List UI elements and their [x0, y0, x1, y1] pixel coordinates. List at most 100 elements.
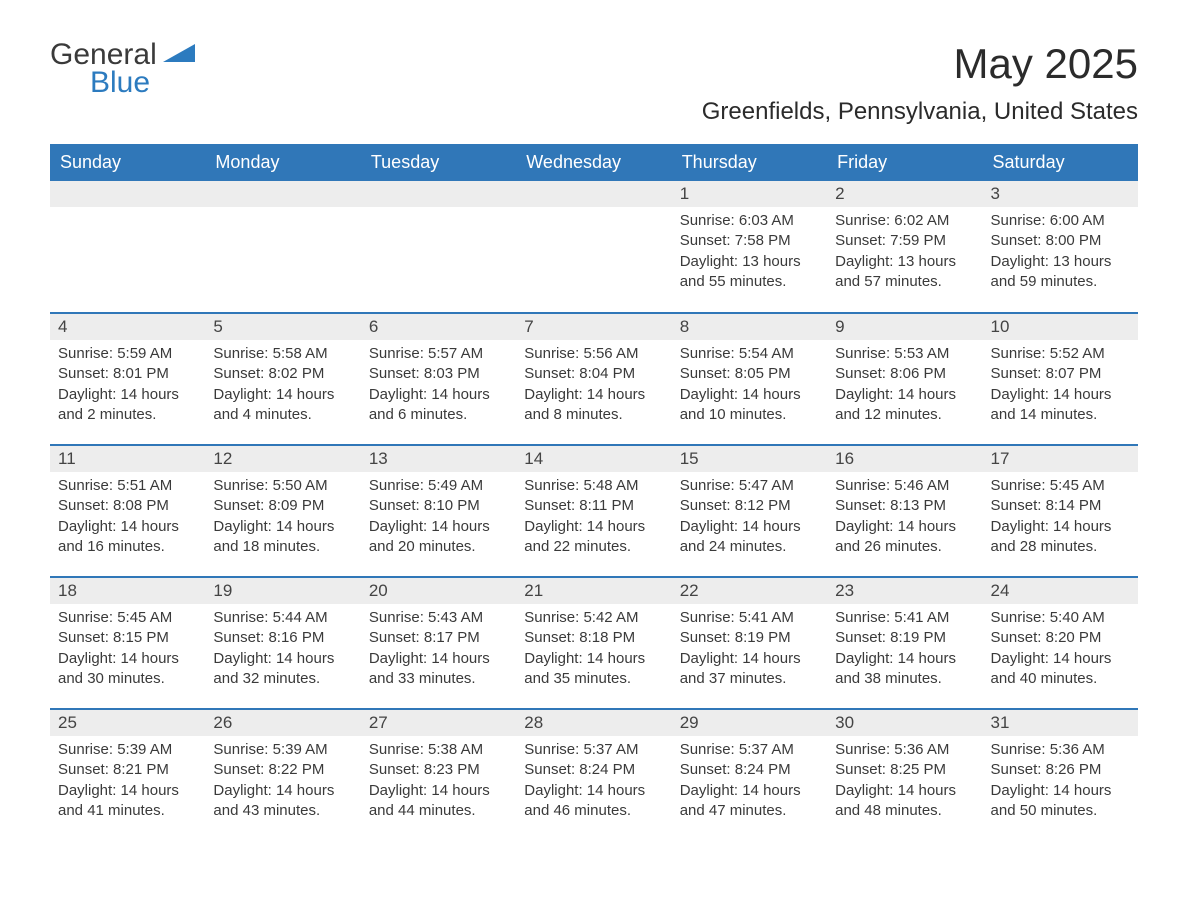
day-header: Saturday	[983, 144, 1138, 181]
page-header: General Blue May 2025 Greenfields, Penns…	[50, 40, 1138, 126]
day-data	[516, 207, 671, 287]
day-header: Wednesday	[516, 144, 671, 181]
sunrise-text: Sunrise: 5:39 AM	[58, 740, 197, 760]
day-number: 3	[983, 181, 1138, 207]
day-number: 22	[672, 578, 827, 604]
daylight-text: Daylight: 14 hours and 12 minutes.	[835, 385, 974, 426]
sunset-text: Sunset: 8:16 PM	[213, 628, 352, 648]
daylight-text: Daylight: 14 hours and 8 minutes.	[524, 385, 663, 426]
day-data: Sunrise: 5:39 AMSunset: 8:21 PMDaylight:…	[50, 736, 205, 829]
calendar-day-cell: 18Sunrise: 5:45 AMSunset: 8:15 PMDayligh…	[50, 577, 205, 709]
day-number: 15	[672, 446, 827, 472]
daylight-text: Daylight: 14 hours and 33 minutes.	[369, 649, 508, 690]
sunrise-text: Sunrise: 5:36 AM	[835, 740, 974, 760]
month-title: May 2025	[702, 40, 1138, 88]
calendar-day-cell: 6Sunrise: 5:57 AMSunset: 8:03 PMDaylight…	[361, 313, 516, 445]
daylight-text: Daylight: 14 hours and 48 minutes.	[835, 781, 974, 822]
sunset-text: Sunset: 8:04 PM	[524, 364, 663, 384]
sunrise-text: Sunrise: 5:40 AM	[991, 608, 1130, 628]
sunrise-text: Sunrise: 5:54 AM	[680, 344, 819, 364]
day-header-row: Sunday Monday Tuesday Wednesday Thursday…	[50, 144, 1138, 181]
day-number: 4	[50, 314, 205, 340]
logo-word2: Blue	[90, 66, 195, 100]
calendar-day-cell: 23Sunrise: 5:41 AMSunset: 8:19 PMDayligh…	[827, 577, 982, 709]
day-data: Sunrise: 5:49 AMSunset: 8:10 PMDaylight:…	[361, 472, 516, 565]
day-data: Sunrise: 5:39 AMSunset: 8:22 PMDaylight:…	[205, 736, 360, 829]
sunset-text: Sunset: 8:11 PM	[524, 496, 663, 516]
day-data	[205, 207, 360, 287]
day-number: 27	[361, 710, 516, 736]
day-number	[205, 181, 360, 207]
daylight-text: Daylight: 14 hours and 10 minutes.	[680, 385, 819, 426]
sunset-text: Sunset: 8:25 PM	[835, 760, 974, 780]
sunrise-text: Sunrise: 5:41 AM	[680, 608, 819, 628]
day-data: Sunrise: 6:02 AMSunset: 7:59 PMDaylight:…	[827, 207, 982, 300]
sunset-text: Sunset: 8:13 PM	[835, 496, 974, 516]
calendar-day-cell: 11Sunrise: 5:51 AMSunset: 8:08 PMDayligh…	[50, 445, 205, 577]
calendar-day-cell: 1Sunrise: 6:03 AMSunset: 7:58 PMDaylight…	[672, 181, 827, 313]
day-number	[361, 181, 516, 207]
day-number: 28	[516, 710, 671, 736]
calendar-week-row: 4Sunrise: 5:59 AMSunset: 8:01 PMDaylight…	[50, 313, 1138, 445]
calendar-day-cell: 26Sunrise: 5:39 AMSunset: 8:22 PMDayligh…	[205, 709, 360, 841]
daylight-text: Daylight: 14 hours and 41 minutes.	[58, 781, 197, 822]
daylight-text: Daylight: 14 hours and 28 minutes.	[991, 517, 1130, 558]
calendar-day-cell	[50, 181, 205, 313]
sunset-text: Sunset: 8:00 PM	[991, 231, 1130, 251]
daylight-text: Daylight: 14 hours and 4 minutes.	[213, 385, 352, 426]
sunrise-text: Sunrise: 5:48 AM	[524, 476, 663, 496]
sunset-text: Sunset: 8:05 PM	[680, 364, 819, 384]
sunrise-text: Sunrise: 5:43 AM	[369, 608, 508, 628]
calendar-day-cell: 3Sunrise: 6:00 AMSunset: 8:00 PMDaylight…	[983, 181, 1138, 313]
calendar-week-row: 18Sunrise: 5:45 AMSunset: 8:15 PMDayligh…	[50, 577, 1138, 709]
calendar-day-cell: 17Sunrise: 5:45 AMSunset: 8:14 PMDayligh…	[983, 445, 1138, 577]
sunset-text: Sunset: 8:21 PM	[58, 760, 197, 780]
sunset-text: Sunset: 8:22 PM	[213, 760, 352, 780]
calendar-week-row: 11Sunrise: 5:51 AMSunset: 8:08 PMDayligh…	[50, 445, 1138, 577]
daylight-text: Daylight: 14 hours and 26 minutes.	[835, 517, 974, 558]
daylight-text: Daylight: 14 hours and 32 minutes.	[213, 649, 352, 690]
sunrise-text: Sunrise: 5:56 AM	[524, 344, 663, 364]
daylight-text: Daylight: 14 hours and 20 minutes.	[369, 517, 508, 558]
day-number: 21	[516, 578, 671, 604]
calendar-day-cell: 10Sunrise: 5:52 AMSunset: 8:07 PMDayligh…	[983, 313, 1138, 445]
calendar-day-cell: 24Sunrise: 5:40 AMSunset: 8:20 PMDayligh…	[983, 577, 1138, 709]
daylight-text: Daylight: 14 hours and 37 minutes.	[680, 649, 819, 690]
calendar-day-cell: 25Sunrise: 5:39 AMSunset: 8:21 PMDayligh…	[50, 709, 205, 841]
daylight-text: Daylight: 14 hours and 44 minutes.	[369, 781, 508, 822]
day-data: Sunrise: 5:46 AMSunset: 8:13 PMDaylight:…	[827, 472, 982, 565]
sunset-text: Sunset: 8:15 PM	[58, 628, 197, 648]
calendar-day-cell	[205, 181, 360, 313]
sunset-text: Sunset: 8:19 PM	[680, 628, 819, 648]
calendar-day-cell: 15Sunrise: 5:47 AMSunset: 8:12 PMDayligh…	[672, 445, 827, 577]
sunrise-text: Sunrise: 5:58 AM	[213, 344, 352, 364]
day-number: 5	[205, 314, 360, 340]
daylight-text: Daylight: 14 hours and 6 minutes.	[369, 385, 508, 426]
calendar-day-cell: 21Sunrise: 5:42 AMSunset: 8:18 PMDayligh…	[516, 577, 671, 709]
day-data: Sunrise: 5:54 AMSunset: 8:05 PMDaylight:…	[672, 340, 827, 433]
day-data: Sunrise: 5:57 AMSunset: 8:03 PMDaylight:…	[361, 340, 516, 433]
sunset-text: Sunset: 8:14 PM	[991, 496, 1130, 516]
day-number: 12	[205, 446, 360, 472]
calendar-day-cell: 19Sunrise: 5:44 AMSunset: 8:16 PMDayligh…	[205, 577, 360, 709]
day-number: 14	[516, 446, 671, 472]
calendar-day-cell: 13Sunrise: 5:49 AMSunset: 8:10 PMDayligh…	[361, 445, 516, 577]
calendar-day-cell: 8Sunrise: 5:54 AMSunset: 8:05 PMDaylight…	[672, 313, 827, 445]
sunrise-text: Sunrise: 5:46 AM	[835, 476, 974, 496]
sunset-text: Sunset: 8:23 PM	[369, 760, 508, 780]
calendar-day-cell: 29Sunrise: 5:37 AMSunset: 8:24 PMDayligh…	[672, 709, 827, 841]
day-data: Sunrise: 5:52 AMSunset: 8:07 PMDaylight:…	[983, 340, 1138, 433]
day-number: 20	[361, 578, 516, 604]
sunrise-text: Sunrise: 6:03 AM	[680, 211, 819, 231]
day-header: Thursday	[672, 144, 827, 181]
day-number	[516, 181, 671, 207]
day-number: 29	[672, 710, 827, 736]
day-data	[50, 207, 205, 287]
day-data: Sunrise: 6:03 AMSunset: 7:58 PMDaylight:…	[672, 207, 827, 300]
daylight-text: Daylight: 14 hours and 46 minutes.	[524, 781, 663, 822]
day-number: 24	[983, 578, 1138, 604]
calendar-day-cell: 4Sunrise: 5:59 AMSunset: 8:01 PMDaylight…	[50, 313, 205, 445]
daylight-text: Daylight: 14 hours and 18 minutes.	[213, 517, 352, 558]
sunset-text: Sunset: 8:24 PM	[524, 760, 663, 780]
day-data: Sunrise: 5:36 AMSunset: 8:26 PMDaylight:…	[983, 736, 1138, 829]
